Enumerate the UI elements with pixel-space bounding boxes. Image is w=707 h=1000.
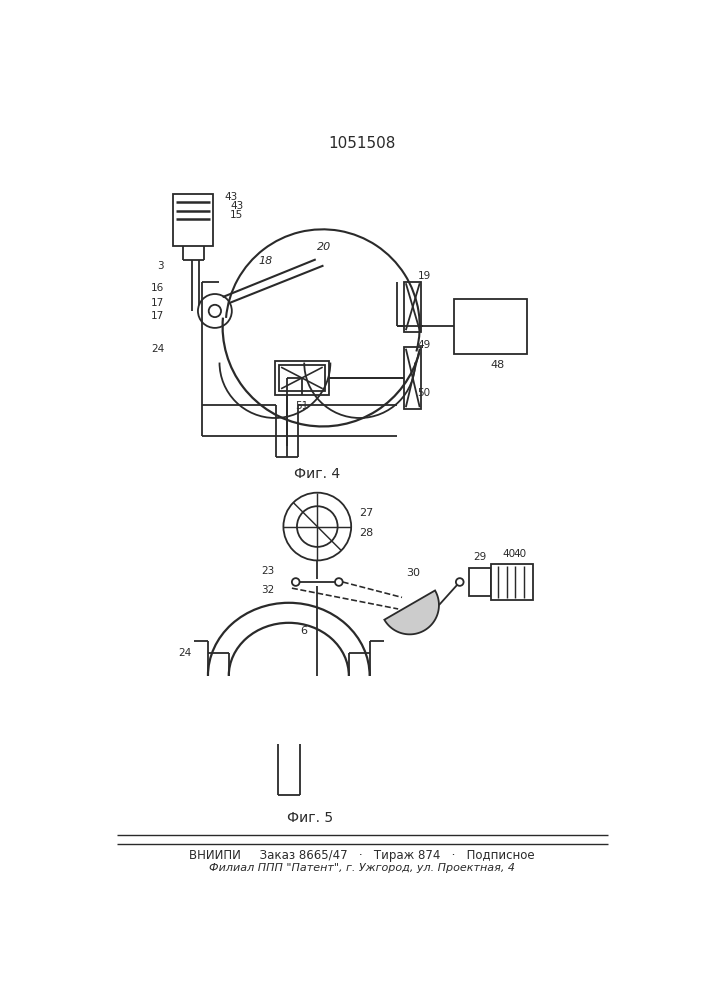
Text: 40: 40: [514, 549, 527, 559]
Text: 3: 3: [158, 261, 164, 271]
Text: 30: 30: [406, 568, 420, 578]
Bar: [173, 194, 214, 246]
Bar: [469, 568, 491, 596]
Bar: [279, 365, 325, 391]
Bar: [275, 361, 329, 395]
Text: 24: 24: [151, 344, 164, 354]
Bar: [404, 282, 421, 332]
Text: 43: 43: [225, 192, 238, 202]
Text: 43: 43: [230, 201, 243, 211]
Text: 51: 51: [296, 401, 308, 411]
Text: 24: 24: [177, 648, 191, 658]
Circle shape: [209, 305, 221, 317]
Text: 48: 48: [491, 360, 505, 370]
Text: 20: 20: [317, 242, 332, 252]
Text: 17: 17: [151, 311, 164, 321]
Bar: [454, 299, 527, 354]
Text: Фиг. 5: Фиг. 5: [286, 811, 333, 825]
Text: 1051508: 1051508: [328, 136, 396, 151]
Text: 49: 49: [417, 340, 431, 350]
Text: 50: 50: [417, 388, 431, 398]
Text: 15: 15: [230, 210, 243, 220]
Circle shape: [284, 493, 351, 560]
Text: ВНИИПИ     Заказ 8665/47   ·   Тираж 874   ·   Подписное: ВНИИПИ Заказ 8665/47 · Тираж 874 · Подпи…: [189, 849, 534, 862]
Text: 17: 17: [151, 298, 164, 308]
Text: 19: 19: [417, 271, 431, 281]
Text: 16: 16: [151, 283, 164, 293]
Text: Фиг. 4: Фиг. 4: [294, 467, 340, 481]
Text: 23: 23: [261, 566, 274, 576]
Text: 18: 18: [258, 256, 272, 266]
Text: 29: 29: [473, 552, 486, 562]
Text: 40: 40: [502, 549, 515, 559]
Text: 28: 28: [359, 528, 373, 538]
Circle shape: [456, 578, 464, 586]
Bar: [404, 347, 421, 409]
Polygon shape: [385, 590, 439, 634]
Text: 32: 32: [261, 585, 274, 595]
Circle shape: [292, 578, 300, 586]
Circle shape: [198, 294, 232, 328]
Text: 27: 27: [359, 508, 373, 518]
Circle shape: [335, 578, 343, 586]
Circle shape: [297, 506, 338, 547]
Text: Филиал ППП "Патент", г. Ужгород, ул. Проектная, 4: Филиал ППП "Патент", г. Ужгород, ул. Про…: [209, 863, 515, 873]
Text: 6: 6: [300, 626, 308, 636]
Bar: [491, 564, 533, 600]
